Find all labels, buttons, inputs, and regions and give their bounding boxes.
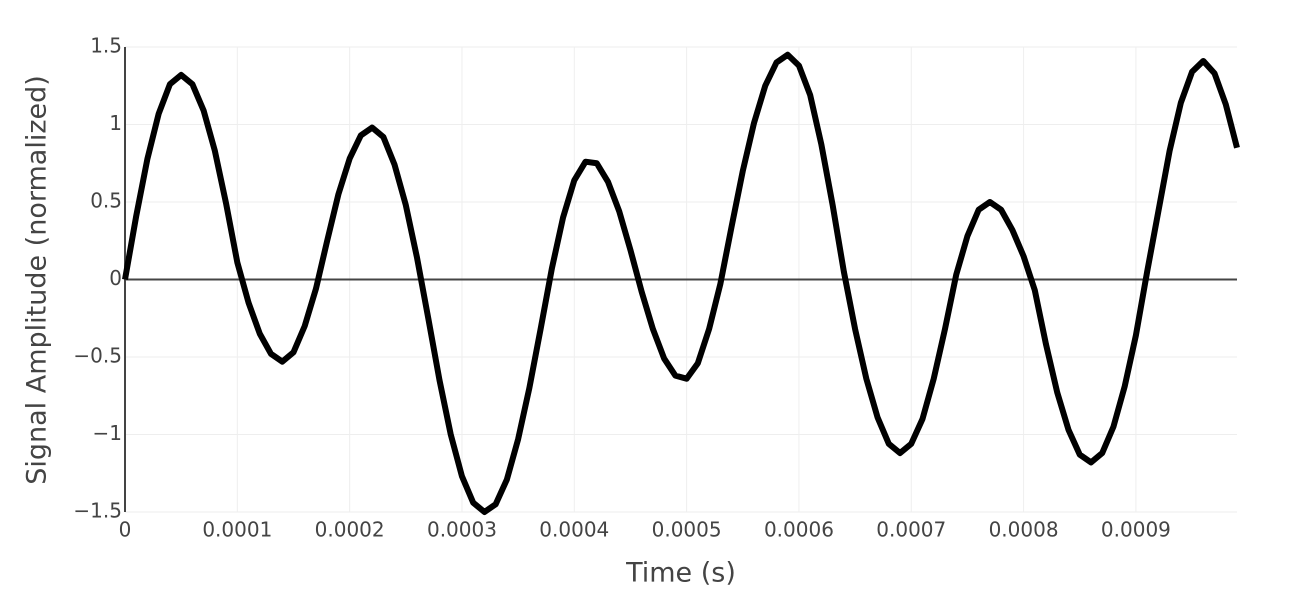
x-tick-label: 0.0004 [539, 518, 609, 542]
x-tick-label: 0.0005 [652, 518, 722, 542]
x-tick-label: 0.0001 [202, 518, 272, 542]
y-tick-label: 0.5 [90, 189, 122, 213]
y-tick-label: −1 [93, 421, 122, 445]
x-axis-title: Time (s) [625, 558, 736, 589]
x-tick-label: 0.0009 [1101, 518, 1171, 542]
x-tick-label: 0.0008 [989, 518, 1059, 542]
y-tick-label: −1.5 [73, 499, 122, 523]
y-tick-label: 1 [109, 111, 122, 135]
y-tick-label: −0.5 [73, 344, 122, 368]
x-tick-label: 0.0006 [764, 518, 834, 542]
y-axis-title: Signal Amplitude (normalized) [22, 75, 53, 485]
x-tick-label: 0.0007 [876, 518, 946, 542]
x-tick-label: 0 [119, 518, 132, 542]
y-tick-label: 0 [109, 266, 122, 290]
x-tick-label: 0.0002 [315, 518, 385, 542]
signal-line [122, 51, 1240, 515]
y-tick-label: 1.5 [90, 34, 122, 58]
x-tick-label: 0.0003 [427, 518, 497, 542]
